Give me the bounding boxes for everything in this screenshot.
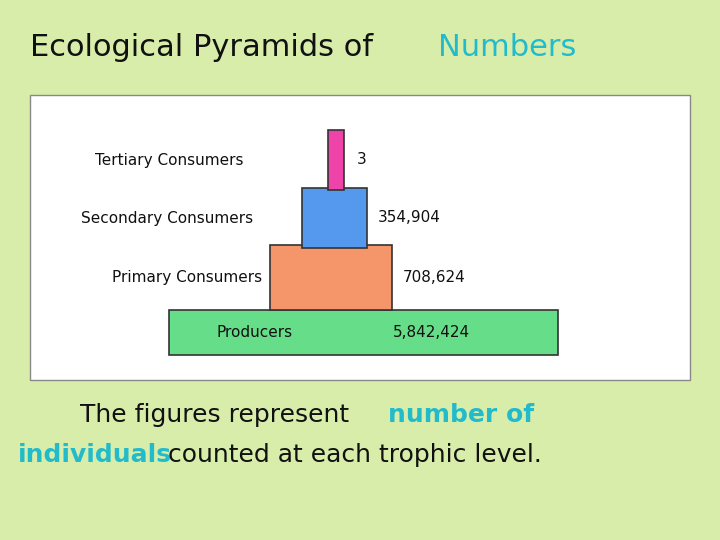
Text: number of: number of [388, 403, 534, 427]
Bar [302, 188, 367, 248]
Text: The figures represent: The figures represent [80, 403, 357, 427]
Text: Tertiary Consumers: Tertiary Consumers [95, 152, 243, 167]
Text: Ecological Pyramids of: Ecological Pyramids of [30, 33, 383, 63]
Text: Numbers: Numbers [438, 33, 577, 63]
Text: 3: 3 [356, 152, 366, 167]
Bar [169, 310, 558, 355]
Text: Producers: Producers [216, 325, 292, 340]
Text: 5,842,424: 5,842,424 [392, 325, 469, 340]
Text: individuals: individuals [18, 443, 172, 467]
Text: 708,624: 708,624 [403, 270, 466, 285]
Bar [30, 95, 690, 380]
Text: Primary Consumers: Primary Consumers [112, 270, 262, 285]
Text: Secondary Consumers: Secondary Consumers [81, 211, 253, 226]
Bar [270, 245, 392, 310]
Text: 354,904: 354,904 [378, 211, 441, 226]
Text: counted at each trophic level.: counted at each trophic level. [160, 443, 542, 467]
Bar [328, 130, 344, 190]
